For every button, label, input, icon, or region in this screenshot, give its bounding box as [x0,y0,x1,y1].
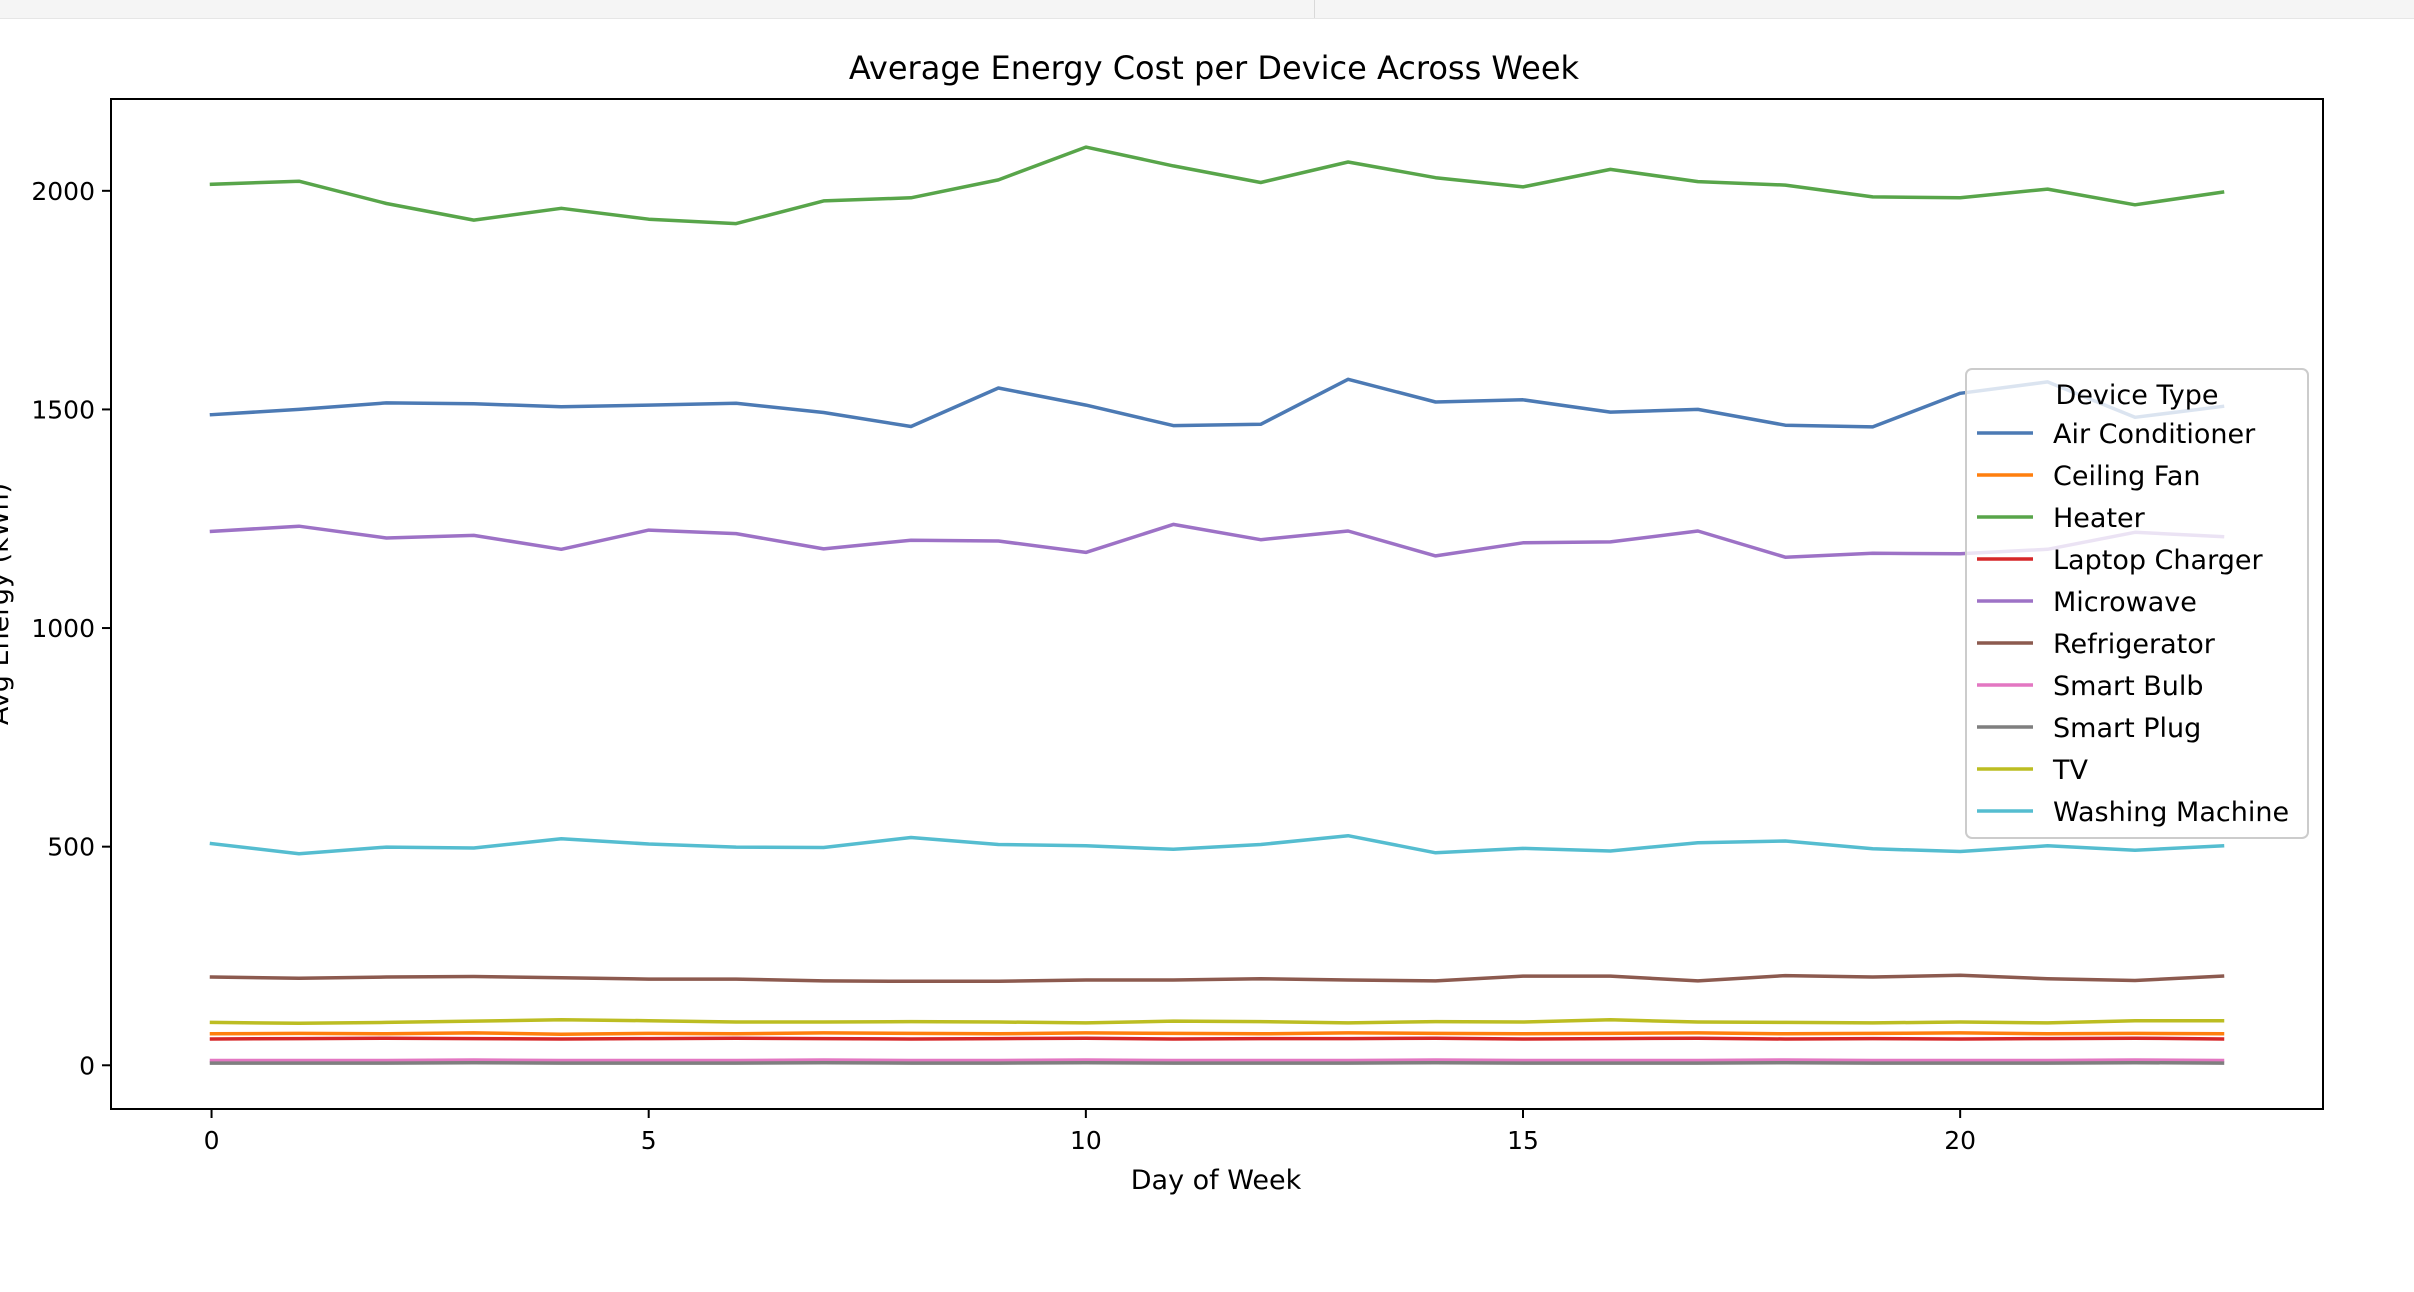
x-tick-label: 20 [1944,1126,1976,1155]
legend-label-tv: TV [2052,755,2088,786]
legend: Device Type Air Conditioner Ceiling Fan He… [1965,368,2309,839]
series-layer [209,145,2225,1065]
x-axis-label: Day of Week [1131,1165,1302,1196]
legend-label-washing-machine: Washing Machine [2053,797,2289,828]
series-line-air-conditioner [209,377,2225,429]
legend-label-smart-bulb: Smart Bulb [2053,671,2204,702]
y-tick-label: 1000 [31,614,95,643]
legend-items: Air Conditioner Ceiling Fan Heater Laptop C… [1977,419,2289,828]
y-axis-ticks: 0 500 1000 1500 2000 [31,177,111,1080]
y-tick-label: 1500 [31,395,95,424]
series-line-microwave [209,522,2225,559]
legend-title: Device Type [2056,380,2219,411]
chart-title: Average Energy Cost per Device Across We… [849,49,1580,87]
y-tick-label: 2000 [31,177,95,206]
series-line-washing-machine [209,833,2225,856]
y-tick-label: 0 [79,1051,95,1080]
series-line-ceiling-fan [209,1031,2225,1036]
y-axis-label: Avg Energy (kWh) [0,483,15,725]
x-tick-label: 15 [1507,1126,1539,1155]
top-toolbar-strip [0,0,2414,19]
series-line-smart-bulb [209,1058,2225,1063]
legend-label-smart-plug: Smart Plug [2053,713,2201,744]
plot-frame [110,98,2324,1110]
series-line-tv [209,1018,2225,1026]
series-line-laptop-charger [209,1036,2225,1041]
x-tick-label: 5 [641,1126,657,1155]
toolbar-divider [1314,0,1315,18]
series-line-heater [209,145,2225,226]
legend-box [1965,368,2309,839]
legend-label-air-conditioner: Air Conditioner [2053,419,2256,450]
legend-label-laptop-charger: Laptop Charger [2053,545,2263,576]
x-axis-ticks: 0 5 10 15 20 [204,1109,1976,1155]
series-line-refrigerator [209,973,2225,984]
legend-label-microwave: Microwave [2053,587,2197,618]
legend-label-heater: Heater [2053,503,2146,534]
x-tick-label: 0 [204,1126,220,1155]
y-tick-label: 500 [47,833,95,862]
legend-label-ceiling-fan: Ceiling Fan [2053,461,2201,492]
legend-label-refrigerator: Refrigerator [2053,629,2216,660]
x-tick-label: 10 [1070,1126,1102,1155]
